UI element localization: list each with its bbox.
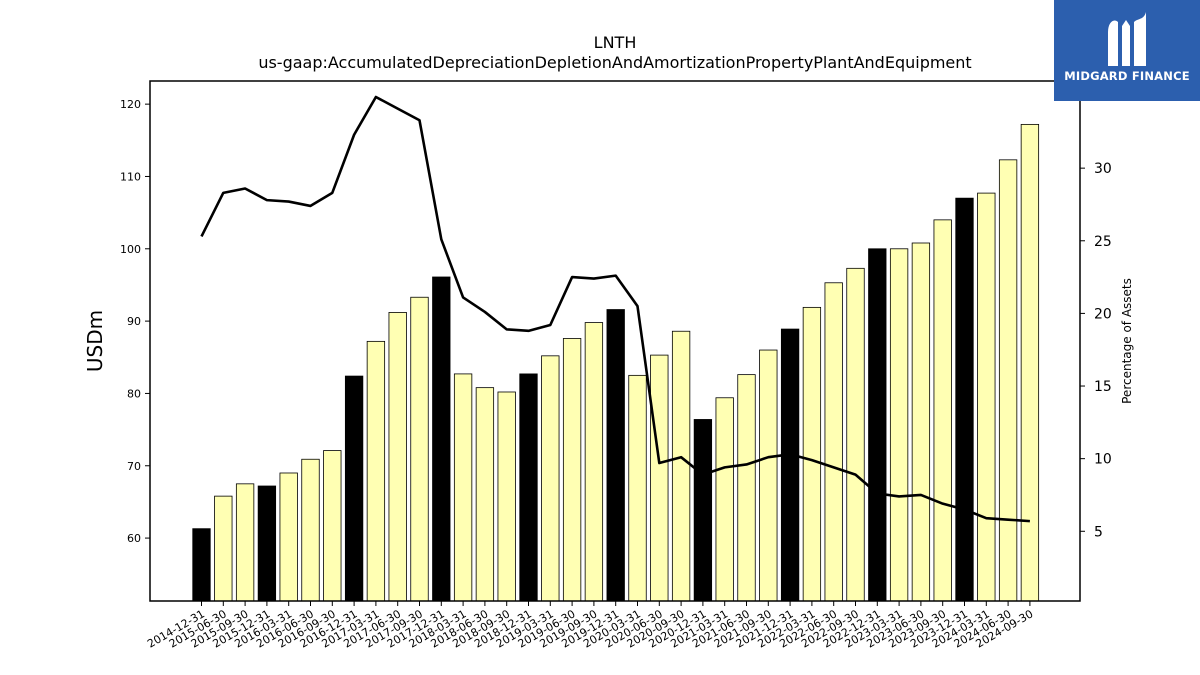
- y2-tick-label: 25: [1094, 234, 1112, 250]
- y2-axis-label: Percentage of Assets: [1120, 278, 1134, 404]
- bar-2019-09-30: [584, 322, 604, 602]
- bar-2021-12-31: [780, 328, 800, 602]
- bar-2016-09-30: [323, 450, 342, 602]
- percentage-line: [200, 95, 1030, 523]
- bar-2022-09-30: [846, 267, 865, 602]
- y2-tick-label: 15: [1094, 379, 1112, 395]
- y2-tick-label: 30: [1094, 161, 1112, 177]
- y-axis-ticks: 60 70 80 90 100 110 120: [120, 98, 150, 545]
- plot-frame: [149, 80, 1081, 602]
- chart-title: LNTH: [594, 33, 637, 52]
- bar-2022-12-31: [868, 248, 887, 602]
- bar-2021-09-30: [759, 349, 778, 602]
- y2-axis-ticks: 5101520253035: [1080, 89, 1112, 540]
- bar-2014-12-31: [192, 528, 211, 602]
- bar-2020-06-30: [650, 354, 669, 602]
- bar-2024-03-31: [977, 192, 996, 602]
- bar-2019-03-31: [541, 355, 560, 602]
- bars-group: [192, 123, 1040, 602]
- y-tick-label: 60: [127, 532, 141, 545]
- bar-2024-06-30: [998, 159, 1018, 602]
- bar-2017-09-30: [410, 296, 429, 602]
- brand-name: MIDGARD FINANCE: [1064, 69, 1190, 83]
- y2-tick-label: 5: [1094, 524, 1103, 540]
- bar-2023-09-30: [933, 219, 952, 602]
- bar-2016-06-30: [301, 458, 320, 602]
- bar-2018-03-31: [453, 373, 473, 602]
- bar-2022-03-31: [802, 306, 822, 602]
- bar-2022-06-30: [824, 282, 843, 602]
- bar-2015-12-31: [257, 485, 277, 602]
- y-tick-label: 90: [127, 315, 141, 328]
- y-tick-label: 70: [127, 460, 141, 473]
- bar-2019-06-30: [562, 338, 582, 602]
- y-tick-label: 120: [120, 98, 141, 111]
- brand-logo: MIDGARD FINANCE: [1054, 0, 1200, 101]
- bar-2017-03-31: [366, 340, 386, 602]
- x-axis-ticks: 2014-12-312015-06-302015-09-302015-12-31…: [145, 601, 1035, 651]
- bar-2023-06-30: [911, 242, 931, 602]
- bar-2018-12-31: [519, 373, 538, 602]
- y-tick-label: 110: [120, 170, 141, 183]
- bar-2018-09-30: [497, 391, 516, 602]
- bar-2019-12-31: [606, 309, 625, 602]
- bar-2018-06-30: [475, 387, 495, 602]
- y-axis-label: USDm: [83, 310, 107, 372]
- y2-tick-label: 10: [1094, 452, 1112, 468]
- bar-2020-12-31: [693, 419, 713, 602]
- y-tick-label: 100: [120, 243, 141, 256]
- bar-2015-06-30: [214, 495, 233, 602]
- y2-tick-label: 20: [1094, 306, 1112, 322]
- bar-2023-12-31: [955, 197, 974, 602]
- bar-2023-03-31: [889, 248, 909, 602]
- bar-2020-09-30: [671, 330, 691, 602]
- midgard-logo-icon: [1108, 12, 1146, 66]
- bar-2016-03-31: [279, 472, 298, 602]
- bar-2017-06-30: [388, 312, 407, 602]
- bar-2021-03-31: [715, 397, 734, 602]
- bar-2021-06-30: [737, 374, 756, 602]
- bar-2024-09-30: [1020, 123, 1040, 602]
- chart-subtitle: us-gaap:AccumulatedDepreciationDepletion…: [258, 53, 971, 72]
- bar-2020-03-31: [628, 374, 647, 602]
- y-tick-label: 80: [127, 387, 141, 400]
- bar-2015-09-30: [235, 483, 255, 602]
- bar-2016-12-31: [344, 375, 364, 602]
- bar-2017-12-31: [432, 276, 451, 602]
